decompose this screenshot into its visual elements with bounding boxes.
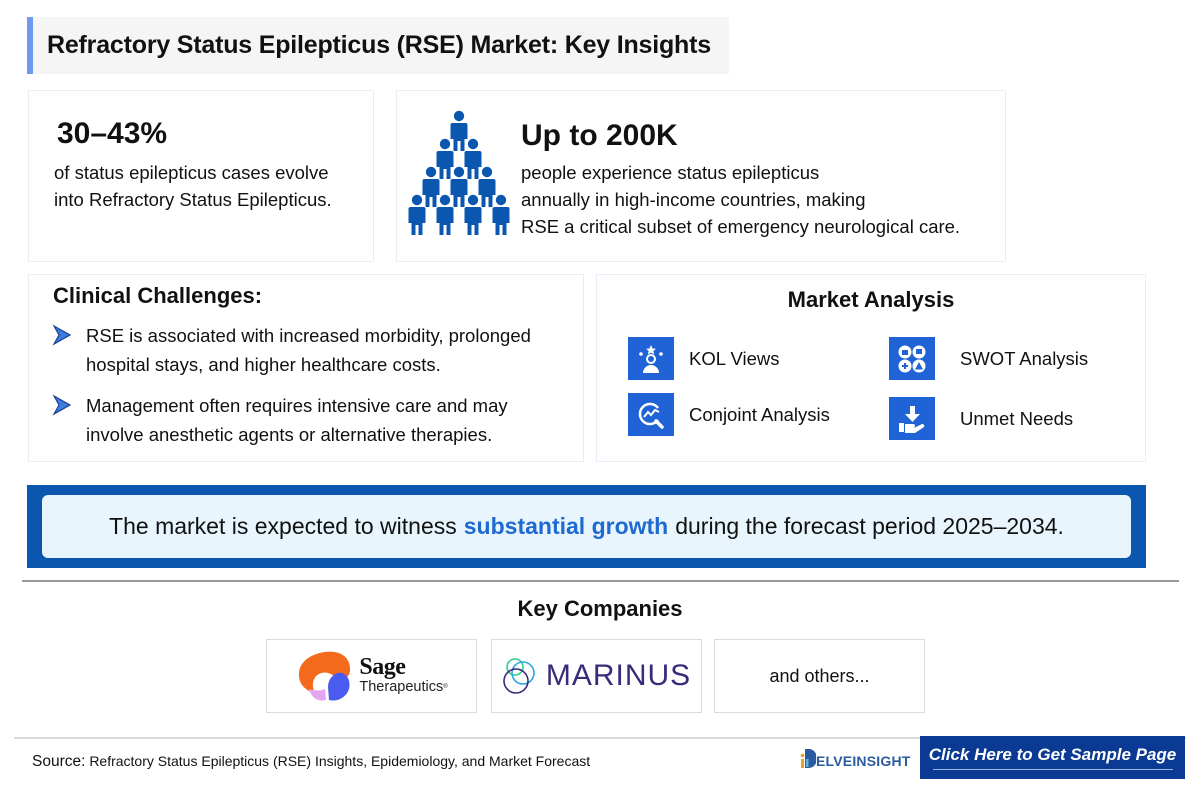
hand-arrow-down-icon: [889, 397, 935, 440]
stat-value: Up to 200K: [521, 119, 678, 152]
challenge-text-line: RSE is associated with increased morbidi…: [86, 325, 531, 346]
stat-description-line: into Refractory Status Epilepticus.: [54, 189, 332, 210]
market-analysis-card: Market Analysis KOL Views: [596, 274, 1146, 462]
challenge-item: Management often requires intensive care…: [51, 391, 581, 449]
section-divider: [22, 580, 1179, 582]
analysis-item-label: SWOT Analysis: [960, 347, 1089, 369]
brand-name: ELVEINSIGHT: [816, 753, 911, 769]
forecast-banner-text: The market is expected to witness substa…: [42, 495, 1131, 558]
company-name: Sage: [359, 654, 406, 680]
company-name: and others...: [769, 665, 870, 686]
analysis-item-swot[interactable]: SWOT Analysis: [889, 337, 1088, 380]
footer-divider: [14, 737, 1186, 739]
analysis-item-conjoint[interactable]: Conjoint Analysis: [628, 393, 830, 436]
analysis-item-label: KOL Views: [689, 347, 780, 369]
clinical-challenges-card: Clinical Challenges: RSE is associated w…: [28, 274, 584, 462]
stat-description-line: of status epilepticus cases evolve: [54, 162, 329, 183]
cta-underline: [932, 769, 1173, 770]
sage-logo-icon: [299, 651, 351, 701]
challenge-text-line: Management often requires intensive care…: [86, 395, 508, 416]
company-subtitle: Therapeutics: [359, 679, 444, 695]
stat-description-line: annually in high-income countries, makin…: [521, 189, 866, 210]
challenge-text-line: hospital stays, and higher healthcare co…: [86, 354, 441, 375]
analysis-item-unmet-needs[interactable]: Unmet Needs: [889, 397, 1073, 440]
title-bar: Refractory Status Epilepticus (RSE) Mark…: [27, 17, 729, 74]
source-citation: Source: Refractory Status Epilepticus (R…: [32, 753, 590, 771]
page-title: Refractory Status Epilepticus (RSE) Mark…: [47, 31, 711, 59]
forecast-banner: The market is expected to witness substa…: [27, 485, 1146, 568]
company-card-sage: Sage Therapeutics®: [266, 639, 477, 713]
stat-card-percentage: 30–43% of status epilepticus cases evolv…: [28, 90, 374, 262]
stat-description: of status epilepticus cases evolve into …: [54, 159, 332, 213]
challenges-list: RSE is associated with increased morbidi…: [51, 321, 581, 461]
clinical-challenges-heading: Clinical Challenges:: [53, 283, 263, 308]
people-pyramid-icon: [408, 110, 510, 235]
analysis-item-label: Unmet Needs: [960, 407, 1074, 429]
sage-wordmark: Sage Therapeutics®: [359, 654, 448, 696]
stat-value: 30–43%: [57, 117, 168, 150]
get-sample-page-button[interactable]: Click Here to Get Sample Page: [920, 736, 1185, 779]
cta-label: Click Here to Get Sample Page: [928, 745, 1177, 764]
key-companies-heading: Key Companies: [517, 596, 683, 621]
company-name: MARINUS: [545, 659, 692, 692]
source-text: Refractory Status Epilepticus (RSE) Insi…: [89, 753, 591, 769]
challenge-item: RSE is associated with increased morbidi…: [51, 321, 581, 379]
delveinsight-logo: DELVEINSIGHT: [800, 747, 911, 769]
analysis-item-label: Conjoint Analysis: [689, 403, 830, 425]
banner-text-before: The market is expected to witness: [109, 513, 457, 539]
marinus-logo-icon: [503, 658, 535, 694]
challenge-text-line: involve anesthetic agents or alternative…: [86, 424, 493, 445]
banner-text-after: during the forecast period 2025–2034.: [675, 513, 1064, 539]
swot-grid-icon: [889, 337, 935, 380]
company-card-others: and others...: [714, 639, 925, 713]
stat-card-population: Up to 200K people experience status epil…: [396, 90, 1006, 262]
stat-description: people experience status epilepticus ann…: [521, 159, 960, 240]
analysis-item-kol-views[interactable]: KOL Views: [628, 337, 780, 380]
company-card-marinus: MARINUS: [491, 639, 702, 713]
chevron-right-icon: [52, 394, 72, 416]
banner-highlight: substantial growth: [463, 513, 669, 539]
stat-description-line: people experience status epilepticus: [521, 162, 820, 183]
kol-person-stars-icon: [628, 337, 674, 380]
registered-mark: ®: [443, 684, 448, 690]
chart-magnifier-icon: [628, 393, 674, 436]
market-analysis-heading: Market Analysis: [787, 287, 955, 312]
stat-description-line: RSE a critical subset of emergency neuro…: [521, 216, 961, 237]
delveinsight-logo-icon: [800, 749, 816, 768]
chevron-right-icon: [52, 324, 72, 346]
source-label: Source:: [32, 753, 86, 770]
